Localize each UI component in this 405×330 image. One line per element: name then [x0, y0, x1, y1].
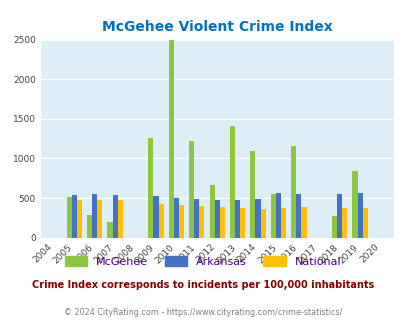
Bar: [240, 208, 245, 238]
Text: Crime Index corresponds to incidents per 100,000 inhabitants: Crime Index corresponds to incidents per…: [32, 280, 373, 290]
Bar: [189, 141, 194, 238]
Bar: [72, 195, 77, 238]
Bar: [301, 207, 306, 238]
Bar: [97, 200, 102, 238]
Bar: [336, 194, 341, 238]
Bar: [219, 207, 224, 238]
Bar: [199, 206, 204, 238]
Bar: [357, 193, 362, 238]
Bar: [275, 193, 280, 238]
Bar: [92, 194, 97, 238]
Bar: [194, 199, 199, 238]
Bar: [352, 171, 357, 238]
Bar: [158, 204, 163, 238]
Bar: [255, 199, 260, 238]
Bar: [168, 40, 173, 238]
Bar: [66, 197, 72, 238]
Text: © 2024 CityRating.com - https://www.cityrating.com/crime-statistics/: © 2024 CityRating.com - https://www.city…: [64, 308, 341, 317]
Bar: [260, 209, 265, 238]
Bar: [77, 200, 82, 238]
Bar: [341, 208, 347, 238]
Bar: [107, 222, 112, 238]
Bar: [250, 151, 255, 238]
Bar: [290, 146, 296, 238]
Bar: [214, 200, 219, 238]
Bar: [229, 126, 234, 238]
Bar: [173, 198, 179, 238]
Bar: [179, 205, 183, 238]
Bar: [87, 214, 92, 238]
Bar: [234, 200, 240, 238]
Bar: [153, 196, 158, 238]
Title: McGehee Violent Crime Index: McGehee Violent Crime Index: [102, 20, 332, 34]
Bar: [331, 216, 336, 238]
Bar: [117, 200, 122, 238]
Bar: [296, 194, 301, 238]
Bar: [280, 208, 286, 238]
Bar: [209, 184, 214, 238]
Bar: [112, 195, 117, 238]
Bar: [148, 138, 153, 238]
Legend: McGehee, Arkansas, National: McGehee, Arkansas, National: [60, 251, 345, 271]
Bar: [362, 208, 367, 238]
Bar: [270, 194, 275, 238]
